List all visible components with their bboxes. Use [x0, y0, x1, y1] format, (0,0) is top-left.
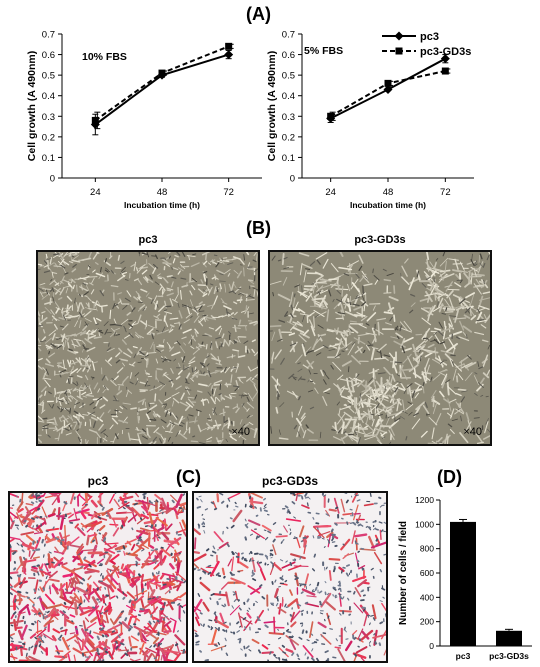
- y-tick-label: 0.4: [42, 91, 55, 102]
- x-tick-label: 72: [440, 187, 451, 198]
- bar-pc3-GD3s: [496, 630, 522, 646]
- panel-b-left-label: pc3: [138, 234, 158, 246]
- y-tick-label: 0.2: [42, 132, 55, 143]
- x-tick-label: 48: [157, 187, 168, 198]
- legend-marker: [395, 47, 403, 55]
- data-point-pc3: [224, 50, 234, 60]
- y-tick-label: 0.3: [282, 112, 295, 123]
- bar-pc3: [450, 521, 476, 646]
- growth-chart-5-fbs: 0 0.1 0.2 0.3 0.4 0.5 0.6 0.7 24 48 72 Incubation t…: [266, 30, 474, 210]
- x-axis-label: Incubation time (h): [350, 200, 426, 210]
- y-tick-label: 0.1: [282, 153, 295, 164]
- y-tick-label: 0.2: [282, 132, 295, 143]
- y-tick-label: 0.3: [42, 112, 55, 123]
- x-axis-label: Incubation time (h): [124, 200, 200, 210]
- y-axis-label: Cell growth (A 490nm): [26, 51, 38, 161]
- panel-b-right-label: pc3-GD3s: [354, 234, 406, 246]
- data-point-pc3-GD3s: [91, 116, 99, 124]
- pc3-brightfield-image: ×40: [36, 250, 260, 446]
- panel-b-letter: (B): [246, 218, 271, 238]
- y-tick-label: 1000: [415, 519, 434, 529]
- panel-a-letter: (A): [246, 4, 271, 24]
- legend-label: pc3-GD3s: [420, 46, 471, 58]
- data-point-pc3: [383, 85, 393, 95]
- y-tick-label: 0.6: [42, 50, 55, 61]
- y-tick-label: 400: [420, 592, 434, 602]
- y-axis-label: Number of cells / field: [398, 521, 409, 625]
- y-tick-label: 200: [420, 617, 434, 627]
- y-tick-label: 0.1: [42, 153, 55, 164]
- y-tick-label: 800: [420, 544, 434, 554]
- panel-d-letter: (D): [437, 467, 462, 487]
- pc3-gd3s-brightfield-image: ×40: [268, 250, 492, 446]
- cell-texture: [38, 252, 258, 444]
- y-tick-label: 0.7: [282, 30, 295, 41]
- data-point-pc3-GD3s: [158, 69, 166, 77]
- data-point-pc3: [440, 54, 450, 64]
- legend-label: pc3: [420, 31, 439, 43]
- fbs-annotation: 5% FBS: [304, 45, 343, 57]
- y-axis-label: Cell growth (A 490nm): [266, 51, 278, 161]
- y-tick-label: 600: [420, 568, 434, 578]
- data-point-pc3-GD3s: [327, 112, 335, 120]
- x-tick-label: 48: [383, 187, 394, 198]
- pc3-gd3s-brightfield-cells: [270, 252, 490, 444]
- cell-texture: [194, 493, 386, 661]
- cell-count-bar-chart: 0 200 400 600 800 1000 1200 Number of cells / f…: [398, 495, 532, 661]
- y-tick-label: 0.5: [282, 71, 295, 82]
- fbs-annotation: 10% FBS: [82, 51, 127, 63]
- pc3-invasion-image: [8, 491, 188, 663]
- y-tick-label: 0: [429, 641, 434, 651]
- data-point-pc3-GD3s: [384, 79, 392, 87]
- panel-c-letter: (C): [176, 467, 201, 487]
- pc3-gd3s-stained-cells: [194, 493, 386, 661]
- pc3-brightfield-cells: [38, 252, 258, 444]
- x-tick-label: 24: [325, 187, 336, 198]
- cell-texture: [38, 252, 258, 444]
- y-tick-label: 0.5: [42, 71, 55, 82]
- cell-texture: [270, 252, 490, 444]
- panel-c-left-label: pc3: [87, 474, 109, 488]
- cell-texture: [10, 493, 186, 661]
- growth-chart-10-fbs: 0 0.1 0.2 0.3 0.4 0.5 0.6 0.7 24 48 72 Incubation t…: [26, 30, 262, 210]
- series-line-pc3: [94, 53, 229, 126]
- pc3-magnification: ×40: [231, 426, 250, 438]
- data-point-pc3-GD3s: [225, 42, 233, 50]
- pc3-gd3s-invasion-image: [192, 491, 388, 663]
- y-tick-label: 0: [290, 174, 295, 185]
- x-tick-label: pc3: [456, 651, 471, 661]
- cell-texture: [270, 252, 490, 444]
- legend-marker: [394, 31, 404, 41]
- data-point-pc3-GD3s: [441, 67, 449, 75]
- y-tick-label: 0.7: [42, 30, 55, 41]
- y-tick-label: 0.4: [282, 91, 295, 102]
- y-tick-label: 0: [50, 174, 55, 185]
- x-tick-label: 24: [90, 187, 101, 198]
- x-tick-label: pc3-GD3s: [489, 651, 529, 661]
- pc3-gd3s-magnification: ×40: [463, 426, 482, 438]
- panel-c-right-label: pc3-GD3s: [261, 474, 319, 488]
- y-tick-label: 1200: [415, 495, 434, 505]
- pc3-stained-cells: [10, 493, 186, 661]
- x-tick-label: 72: [223, 187, 234, 198]
- y-tick-label: 0.6: [282, 50, 295, 61]
